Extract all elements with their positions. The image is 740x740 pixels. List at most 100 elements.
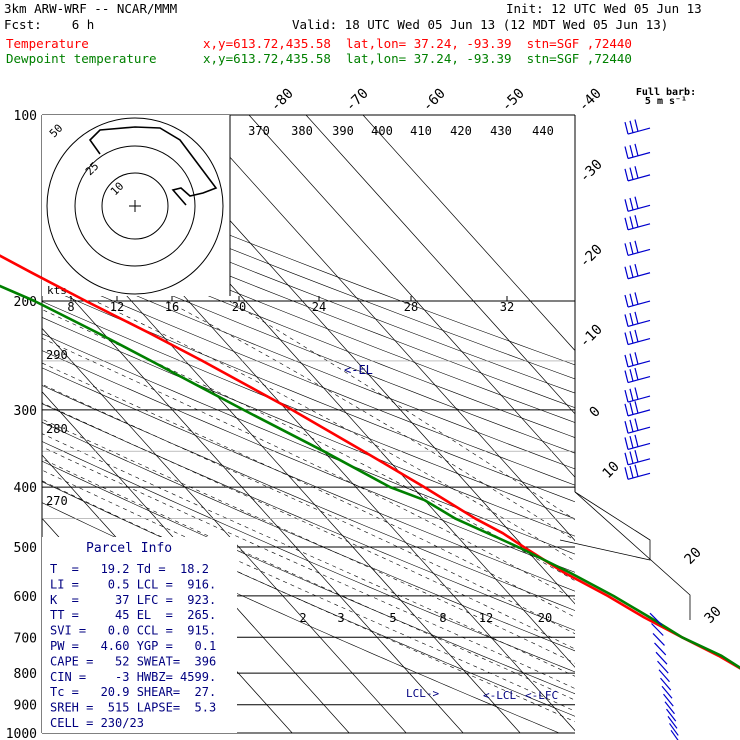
wind-barb-flag [629,313,634,326]
parcel-info-row: T = 19.2 Td = 18.2 [50,562,209,576]
dewpoint-trace [0,284,740,670]
speed-label: 20 [232,300,246,314]
isotherm-line [248,115,575,478]
wind-barb-staff [658,669,670,683]
wind-barb-staff [651,623,664,636]
pressure-label: 100 [14,109,37,124]
wind-barb-flag [629,465,634,479]
wind-barb-staff [670,729,679,740]
wind-barb-staff [627,337,651,346]
isotherm-line [42,391,350,733]
wind-barb-flag [629,331,634,344]
theta-label: 430 [490,124,512,138]
isotherm-extension [559,491,651,561]
wind-barb-staff [666,708,677,722]
theta-label: 440 [532,124,554,138]
dry-adiabat [42,367,575,592]
dry-adiabat [42,441,575,673]
wind-barb-flag [629,388,634,401]
wind-barb-flag [624,146,629,159]
wind-barb-flag [629,120,634,133]
wind-barb-flag [629,216,634,229]
wind-barb-flag [634,329,639,343]
wind-barb-staff [660,677,672,691]
parcel-info-panel: Parcel Info T = 19.2 Td = 18.2LI = 0.5 L… [42,537,237,733]
moist-adiabat [42,309,575,582]
barb-legend: 5 m s⁻¹ [645,96,687,107]
wind-barb-flag [629,402,634,415]
wind-barb-flag [624,294,629,308]
wind-barb-flag [629,167,634,180]
theta-label: 370 [248,124,270,138]
wind-barb-flag [634,166,639,179]
parcel-info-row: PW = 4.60 YGP = 0.1 [50,639,216,653]
wind-barb-staff [669,723,679,736]
pressure-label: 600 [14,590,37,605]
wind-barb-flag [634,418,639,431]
parcel-info-row: Tc = 20.9 SHEAR= 27. [50,685,216,699]
isotherm-label: -80 [268,86,297,115]
wind-barb-staff [627,319,651,328]
theta-label: 290 [46,348,68,362]
wind-barb-staff [627,272,651,280]
wind-barb-staff [654,642,667,656]
wind-barb-flag [624,389,629,403]
wind-barb-flag [629,145,634,158]
isotherm-label: -70 [343,86,372,115]
mixing-ratio-label: 20 [538,611,552,625]
speed-label: 28 [404,300,418,314]
wind-barb-flag [634,240,639,253]
right-panel [559,491,691,620]
parcel-info-row: LI = 0.5 LCL = 916. [50,577,216,591]
dry-adiabat [42,403,575,631]
temperature-location: x,y=613.72,435.58 lat,lon= 37.24, -93.39… [203,36,632,51]
wind-barb-flag [624,121,629,135]
dry-adiabat [42,385,575,611]
wind-barb-flag [629,293,634,306]
isotherm-label: 20 [682,545,705,568]
wind-barb-flag [624,437,629,450]
lcl-annotation: <-LCL [483,689,516,702]
wind-barb-flag [624,452,629,465]
isotherm-label: 0 [587,404,604,421]
speed-label: 32 [500,300,514,314]
isotherm-extension [574,491,691,620]
wind-barb-flag [624,243,629,256]
wind-barb-flag [624,168,629,182]
wind-barb-staff [627,395,651,403]
speed-label: 8 [67,300,74,314]
mixing-ratio-label: 12 [479,611,493,625]
lfc-annotation: <-LFC [525,689,558,702]
valid-time: Valid: 18 UTC Wed 05 Jun 13 (12 MDT Wed … [292,17,669,32]
isotherm-label: 30 [702,604,725,627]
pressure-label: 900 [14,699,37,714]
wind-barb-flag [634,367,639,381]
isotherm-line [42,264,464,733]
isotherm-line [305,115,575,415]
wind-barb-flag [624,314,629,327]
barb-legend: Full barb: [636,87,696,98]
wind-barb-flag [624,266,629,279]
wind-barb-flag [634,119,639,132]
isotherm-label: -30 [577,157,606,186]
wind-barb-staff [652,632,665,646]
wind-barb-flag [624,403,629,417]
wind-barb-staff [627,223,651,231]
moist-adiabat [94,300,575,562]
wind-barb-flag [624,467,629,480]
parcel-info-row: TT = 45 EL = 265. [50,608,216,622]
wind-barb-flag [634,311,639,324]
theta-label: 410 [410,124,432,138]
lcl-annotation: LCL-> [406,687,439,700]
wind-barb-staff [661,685,673,699]
wind-barb-flag [629,265,634,278]
wind-barb-staff [627,409,651,417]
isotherm-label: -40 [576,86,605,115]
theta-label: 270 [46,494,68,508]
parcel-info-row: CIN = -3 HWBZ= 4599. [50,670,216,684]
speed-label: 16 [165,300,179,314]
wind-barb-staff [657,660,669,674]
dewpoint-legend: Dewpoint temperature [6,51,157,66]
wind-barb-flag [634,215,639,228]
